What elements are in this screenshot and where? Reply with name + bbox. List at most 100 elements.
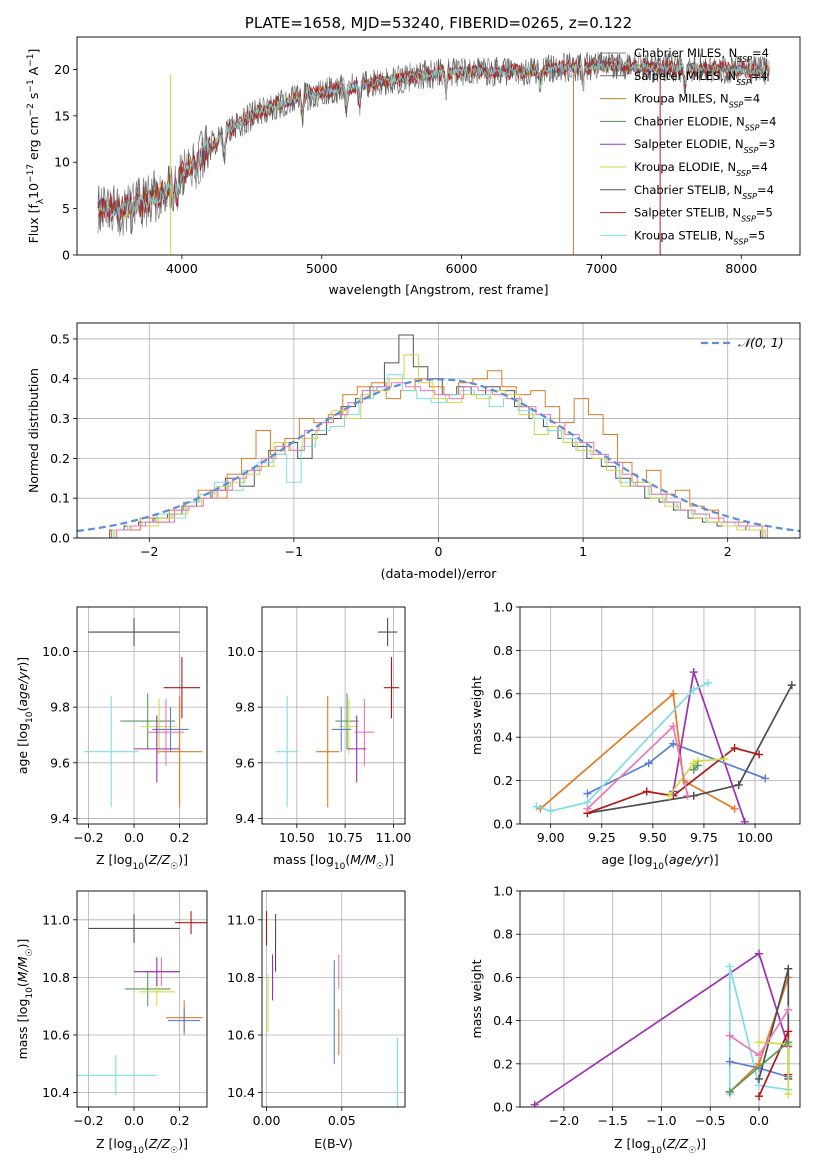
x-tick-label: 10.50 <box>279 830 315 845</box>
weight-marker <box>530 1100 539 1107</box>
legend-nssp: 4 <box>762 46 769 60</box>
y-tick-label: 0.3 <box>50 411 70 426</box>
histogram-series <box>114 354 767 538</box>
label-part: 10 <box>25 711 35 723</box>
label-part: Z [log <box>96 852 132 867</box>
legend-sub: SSP <box>742 191 757 200</box>
weight-marker <box>730 804 739 813</box>
y-tick-label: 0.4 <box>493 730 513 745</box>
label-part: )] <box>384 852 394 867</box>
data-point <box>156 696 203 808</box>
legend-sep: , N <box>713 92 729 106</box>
label-part: )] <box>178 1136 188 1151</box>
legend-sep: , N <box>721 46 737 60</box>
label-part: E(B-V) <box>314 1136 353 1151</box>
weight-series <box>583 722 692 813</box>
x-tick-label: 6000 <box>446 261 478 276</box>
data-point <box>275 696 299 808</box>
data-point <box>77 1055 157 1096</box>
y-tick-label: 9.6 <box>50 755 70 770</box>
histogram-series <box>116 382 768 538</box>
x-tick-label: 1 <box>579 544 587 559</box>
y-tick-label: 0.2 <box>493 773 513 788</box>
age-vs-mass-panel: 10.50 10.75 11.00 9.4 9.6 9.8 10.0 mass [log10(… <box>227 606 411 872</box>
x-tick-label: 10.00 <box>737 830 773 845</box>
weight-vs-Z-panel: −2.0 −1.5 −1.0 −0.5 0.0 0.0 0.2 0.4 0.6 0.8 1.0 Z [… <box>469 884 801 1156</box>
histograms <box>77 334 800 538</box>
legend-name: Kroupa STELIB <box>634 228 718 242</box>
legend-sep: , N <box>720 160 736 174</box>
label-part: 10 <box>25 987 35 999</box>
x-tick-label: −2 <box>140 544 158 559</box>
legend-entry: Kroupa STELIB, NSSP=5 <box>634 228 765 246</box>
weight-marker <box>689 765 698 774</box>
x-tick-label: 0.0 <box>124 1113 144 1128</box>
histogram-series <box>110 370 763 538</box>
y-tick-label: 20 <box>54 62 70 77</box>
weight-marker <box>784 964 793 973</box>
label-part: Flux [f <box>26 204 41 244</box>
error-bars <box>275 618 400 808</box>
weight-line <box>539 692 736 810</box>
data-point <box>383 657 400 719</box>
x-axis-label: Z [log10(Z/Z☉)] <box>614 1136 706 1156</box>
x-axis-label: Z [log10(Z/Z☉)] <box>96 1136 188 1156</box>
weight-marker <box>693 761 702 770</box>
label-part: )] <box>696 1136 706 1151</box>
x-tick-label: 0 <box>435 544 443 559</box>
label-part: erg cm <box>26 116 41 164</box>
x-tick-label: 9.00 <box>537 830 565 845</box>
legend-entry: Chabrier MILES, NSSP=4 <box>634 46 769 64</box>
weight-line <box>587 684 793 814</box>
legend-sep: , N <box>718 228 734 242</box>
weight-series <box>532 678 713 815</box>
weight-marker <box>720 754 729 763</box>
label-part: )] <box>709 852 719 867</box>
weight-marker <box>755 750 764 759</box>
legend-nssp: 4 <box>767 183 774 197</box>
weight-marker <box>725 1087 734 1096</box>
plot-frame <box>261 890 406 1108</box>
data-point <box>347 715 367 783</box>
plot-frame <box>519 890 801 1108</box>
legend-nssp: 4 <box>769 114 776 128</box>
weight-marker <box>725 1031 734 1040</box>
y-tick-label: 10.4 <box>227 1085 255 1100</box>
label-part: 10 <box>334 862 346 872</box>
plot-frame <box>519 606 801 825</box>
weight-marker <box>669 689 678 698</box>
data-point <box>147 698 185 766</box>
legend-sub: SSP <box>737 55 752 64</box>
weight-marker <box>642 787 651 796</box>
data-point <box>88 618 180 646</box>
label-part: ] <box>26 49 41 54</box>
weight-marker <box>755 1092 764 1101</box>
y-tick-label: 10.4 <box>42 1085 70 1100</box>
legend-eq: = <box>748 228 758 242</box>
y-tick-label: 0.2 <box>50 451 70 466</box>
weight-marker <box>784 1005 793 1014</box>
x-tick-label: 0.00 <box>253 1113 281 1128</box>
plot-frame <box>261 606 406 825</box>
weight-vs-age-panel: 9.00 9.25 9.50 9.75 10.00 0.0 0.2 0.4 0.6 0.8 1.0 a… <box>469 600 801 872</box>
label-part: ☉ <box>376 862 384 872</box>
weight-marker <box>755 1074 764 1083</box>
y-axis-label: mass weight <box>469 959 484 1038</box>
legend-name: Salpeter ELODIE <box>634 137 728 151</box>
x-tick-label: −1 <box>285 544 303 559</box>
plot-frame <box>76 606 208 825</box>
weight-marker <box>689 668 698 677</box>
plot-frame <box>76 36 801 256</box>
y-tick-label: 10.6 <box>227 1028 255 1043</box>
data-point <box>331 707 351 752</box>
legend-sub: SSP <box>736 77 751 86</box>
label-part: ( <box>662 1136 667 1151</box>
weight-series <box>669 668 749 824</box>
data-point <box>134 715 180 783</box>
y-tick-label: 0.0 <box>493 1100 513 1115</box>
chart-title: PLATE=1658, MJD=53240, FIBERID=0265, z=0… <box>245 14 632 32</box>
label-part: −17 <box>26 164 36 183</box>
legend-eq: = <box>752 46 762 60</box>
legend-nssp: 3 <box>768 137 775 151</box>
legend-nssp: 4 <box>760 69 767 83</box>
